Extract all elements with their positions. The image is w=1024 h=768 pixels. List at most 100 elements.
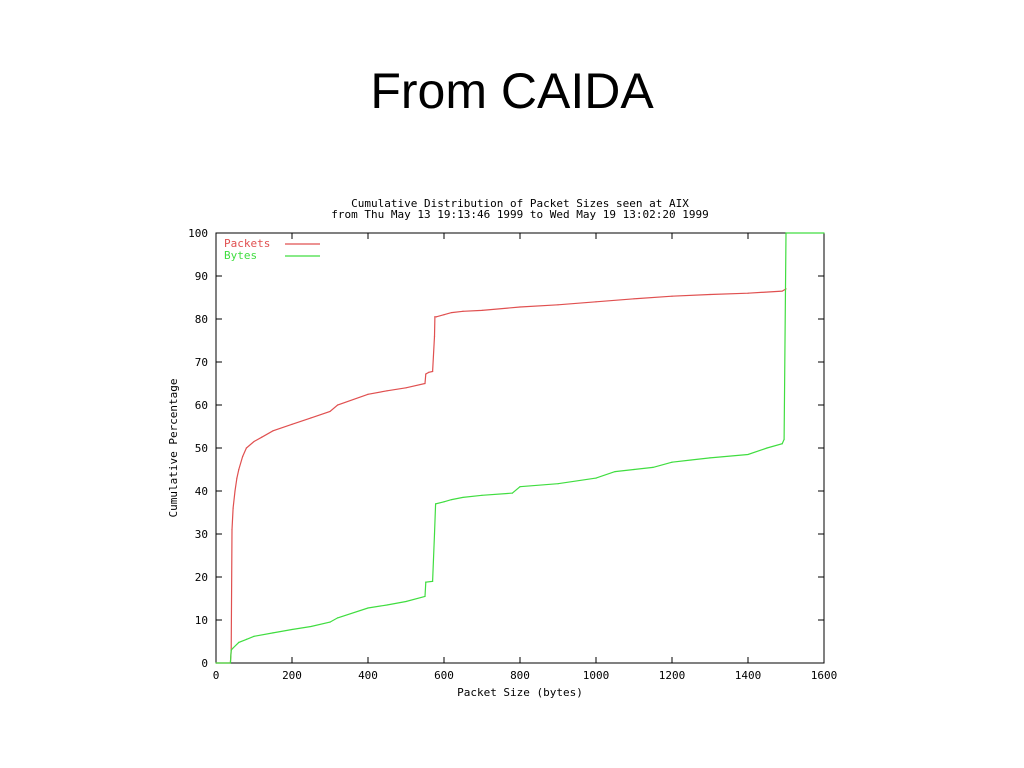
y-tick-label: 50 xyxy=(195,442,208,455)
data-point-bytes xyxy=(671,461,673,463)
data-point-bytes xyxy=(337,617,339,619)
data-point-bytes xyxy=(783,438,785,440)
data-point-bytes xyxy=(823,232,825,234)
data-point-packets xyxy=(386,390,388,392)
data-point-bytes xyxy=(709,457,711,459)
data-point-packets xyxy=(242,456,244,458)
data-point-bytes xyxy=(238,641,240,643)
y-tick-label: 30 xyxy=(195,528,208,541)
legend-label-bytes: Bytes xyxy=(224,249,257,262)
data-point-packets xyxy=(367,393,369,395)
data-point-packets xyxy=(671,295,673,297)
data-point-bytes xyxy=(652,466,654,468)
y-tick-label: 10 xyxy=(195,614,208,627)
data-point-bytes xyxy=(443,501,445,503)
data-point-packets xyxy=(405,387,407,389)
data-point-packets xyxy=(234,490,236,492)
data-point-bytes xyxy=(481,494,483,496)
data-point-bytes xyxy=(245,638,247,640)
data-point-bytes xyxy=(781,443,783,445)
data-point-packets xyxy=(291,423,293,425)
x-tick-label: 400 xyxy=(358,669,378,682)
y-tick-label: 100 xyxy=(188,227,208,240)
x-tick-label: 0 xyxy=(213,669,220,682)
data-point-packets xyxy=(253,440,255,443)
x-tick-label: 600 xyxy=(434,669,454,682)
data-point-packets xyxy=(633,298,635,300)
data-point-bytes xyxy=(747,453,749,456)
data-point-packets xyxy=(451,311,453,314)
data-point-packets xyxy=(245,447,247,449)
data-point-packets xyxy=(595,301,597,303)
data-point-packets xyxy=(424,382,426,385)
series-line-bytes xyxy=(216,232,824,664)
y-tick-label: 0 xyxy=(201,657,208,670)
data-point-bytes xyxy=(519,486,521,488)
x-tick-label: 1000 xyxy=(583,669,610,682)
data-point-bytes xyxy=(633,468,635,471)
y-tick-label: 80 xyxy=(195,313,208,326)
data-point-bytes xyxy=(253,635,255,637)
data-point-bytes xyxy=(432,580,434,582)
data-point-packets xyxy=(433,335,436,337)
slide-title: From CAIDA xyxy=(370,63,654,119)
data-point-packets xyxy=(310,417,312,419)
data-point-packets xyxy=(434,316,436,318)
x-tick-label: 1200 xyxy=(659,669,686,682)
data-point-bytes xyxy=(291,628,293,631)
plot-frame xyxy=(215,232,825,664)
data-point-bytes xyxy=(230,649,232,651)
data-point-packets xyxy=(428,371,430,373)
data-point-bytes xyxy=(272,632,274,634)
data-point-bytes xyxy=(386,604,388,606)
y-tick-label: 90 xyxy=(195,270,208,283)
data-point-packets xyxy=(425,373,427,375)
data-point-packets xyxy=(709,293,711,296)
data-point-packets xyxy=(238,468,240,471)
data-point-bytes xyxy=(595,477,597,479)
data-point-bytes xyxy=(614,471,616,473)
data-point-bytes xyxy=(229,662,232,664)
legend-label-packets: Packets xyxy=(224,237,270,250)
data-point-packets xyxy=(236,477,238,479)
data-point-bytes xyxy=(310,625,312,628)
x-tick-label: 200 xyxy=(282,669,302,682)
data-point-packets xyxy=(272,430,274,432)
y-tick-label: 20 xyxy=(195,571,208,584)
data-point-packets xyxy=(557,304,559,306)
data-point-packets xyxy=(337,404,339,406)
series-layer xyxy=(215,232,825,664)
data-point-bytes xyxy=(462,496,464,499)
data-point-bytes xyxy=(215,662,217,664)
data-point-bytes xyxy=(232,647,234,649)
series-line-packets xyxy=(216,288,787,664)
chart-axes: 0 200 400 600 800 1000 1200 1400 1600 0 10 20 30 40 50… xyxy=(188,227,837,682)
data-point-bytes xyxy=(433,533,436,535)
data-point-packets xyxy=(261,436,263,438)
data-point-bytes xyxy=(367,607,369,609)
data-point-bytes xyxy=(557,483,559,485)
y-tick-label: 70 xyxy=(195,356,208,369)
data-point-packets xyxy=(481,309,483,311)
x-axis-label: Packet Size (bytes) xyxy=(457,686,583,699)
data-point-packets xyxy=(747,292,749,294)
x-tick-label: 1600 xyxy=(811,669,838,682)
data-point-bytes xyxy=(511,492,513,494)
data-point-bytes xyxy=(766,447,768,449)
chart-subtitle: from Thu May 13 19:13:46 1999 to Wed May… xyxy=(331,208,709,221)
x-tick-label: 800 xyxy=(510,669,530,682)
y-tick-label: 60 xyxy=(195,399,208,412)
data-point-packets xyxy=(435,316,437,318)
data-point-bytes xyxy=(435,503,437,505)
data-point-bytes xyxy=(451,499,453,501)
data-point-packets xyxy=(519,306,521,308)
data-point-bytes xyxy=(329,621,331,623)
data-point-packets xyxy=(232,507,234,509)
data-point-bytes xyxy=(424,595,426,597)
data-point-bytes xyxy=(425,581,427,583)
data-point-packets xyxy=(462,310,464,312)
data-point-bytes xyxy=(690,459,692,461)
data-point-packets xyxy=(432,370,434,373)
